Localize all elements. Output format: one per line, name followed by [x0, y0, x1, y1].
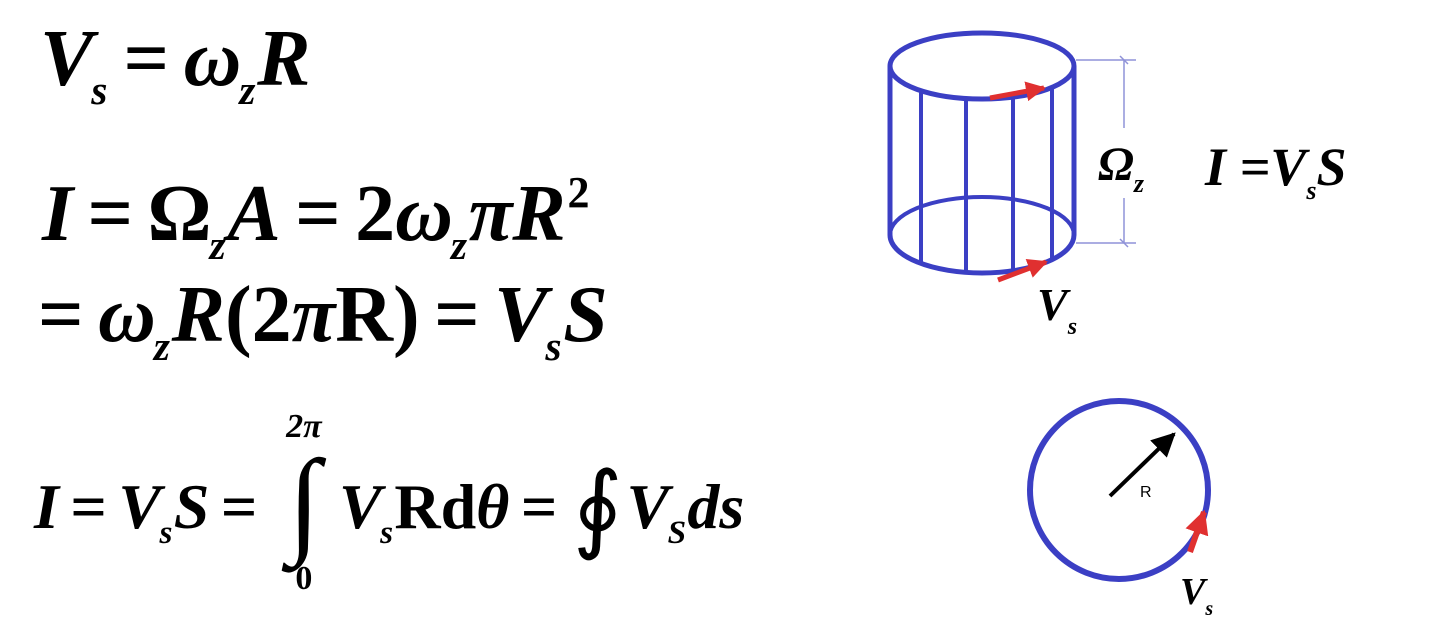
eq1-omega-sub: z — [239, 66, 256, 113]
equation-surface-velocity: Vs = ωzR — [40, 14, 310, 135]
eq3-radius: R — [171, 271, 225, 359]
cylinder-bottom-front-arc — [887, 234, 1077, 276]
radius-arrow — [1108, 432, 1176, 498]
eq3-pi: π — [291, 271, 336, 359]
equation-circulation-expanded: = ωzR(2πR) = VsS — [38, 270, 608, 391]
integral-block: 2π ∫ 0 — [274, 410, 334, 596]
eq2-squared: 2 — [567, 168, 590, 217]
cylinder-figure — [887, 30, 1077, 276]
eq4-integrand-velocity-sub: s — [380, 514, 394, 552]
eq3-equals-1: = — [38, 271, 84, 359]
eq4-contour-velocity: V — [626, 471, 670, 543]
eq3-equals-2: = — [434, 271, 480, 359]
eq4-ds: ds — [687, 471, 745, 543]
eq2-omega-sub: z — [450, 221, 468, 268]
circle-outline — [1027, 398, 1211, 582]
contour-integral-symbol: ∮ — [572, 453, 623, 561]
eq3-omega: ω — [97, 271, 156, 359]
eq2-circulation: I — [42, 170, 74, 258]
integral-upper-limit: 2π — [286, 408, 322, 445]
eq1-lhs: V — [40, 15, 94, 103]
eq4-equals-3: = — [520, 471, 558, 543]
eq2-vorticity-sub: z — [209, 221, 226, 268]
cylinder-formula-label: I =VsS — [1204, 137, 1346, 205]
eq4-velocity-sub: s — [159, 514, 173, 552]
eq2-equals-2: = — [295, 170, 341, 258]
eq4-contour-velocity-sub: S — [667, 514, 687, 552]
equation-circulation-integral: I = VsS = 2π ∫ 0 VsRdθ = ∮VSds — [34, 410, 745, 596]
omega-z-label: Ωz — [1098, 138, 1145, 198]
eq1-equals: = — [123, 15, 170, 103]
eq2-two: 2 — [355, 170, 396, 258]
eq1-radius: R — [257, 15, 311, 103]
eq3-perimeter: S — [563, 271, 608, 359]
eq4-equals-1: = — [70, 471, 107, 543]
eq2-pi: π — [468, 170, 513, 258]
eq2-vorticity: Ω — [147, 170, 212, 258]
eq1-lhs-sub: s — [91, 66, 108, 113]
eq2-radius: R — [512, 170, 566, 258]
eq4-theta: θ — [476, 471, 510, 543]
radius-label: R — [1140, 484, 1152, 501]
eq4-rd: Rd — [394, 471, 477, 543]
eq4-equals-2: = — [220, 471, 258, 543]
height-dimension — [1076, 55, 1136, 248]
eq2-area: A — [227, 170, 281, 258]
eq3-radius-close: R) — [335, 271, 420, 359]
eq4-circulation: I — [34, 471, 59, 543]
cylinder-bottom-back-arc — [888, 195, 1076, 236]
eq4-perimeter: S — [173, 471, 210, 543]
eq3-paren-open: (2 — [224, 271, 292, 359]
equation-circulation-vorticity: I = ΩzA = 2ωzπR2 — [42, 148, 589, 290]
eq3-velocity: V — [494, 271, 548, 359]
eq4-velocity: V — [118, 471, 162, 543]
integral-symbol: ∫ — [287, 436, 321, 567]
top-velocity-arrow — [989, 81, 1046, 102]
cylinder-top-ellipse — [887, 30, 1077, 102]
bottom-velocity-arrow — [997, 258, 1048, 283]
eq3-omega-sub: z — [153, 322, 170, 369]
eq1-omega: ω — [183, 15, 242, 103]
integral-lower-limit: 0 — [295, 560, 313, 597]
cylinder-velocity-label: Vs — [1037, 279, 1077, 340]
eq2-equals-1: = — [87, 170, 134, 258]
eq3-velocity-sub: s — [545, 322, 562, 369]
eq4-integrand-velocity: V — [339, 471, 382, 543]
circle-velocity-label: Vs — [1180, 571, 1213, 620]
circle-velocity-arrow — [1185, 509, 1209, 553]
eq2-omega: ω — [395, 170, 453, 258]
